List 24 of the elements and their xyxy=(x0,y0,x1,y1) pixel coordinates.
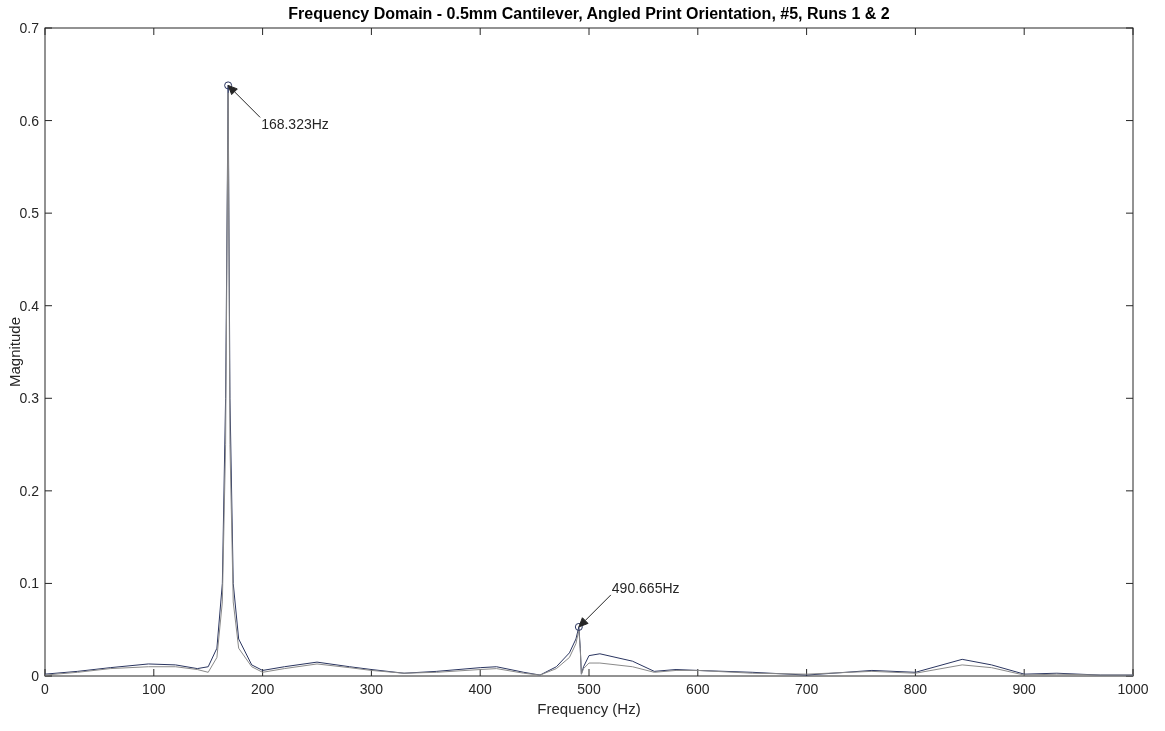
x-tick-label: 400 xyxy=(468,681,493,697)
x-axis-title: Frequency (Hz) xyxy=(537,700,641,717)
y-tick-label: 0.5 xyxy=(19,205,40,222)
x-tick-label: 200 xyxy=(250,681,275,697)
annotation: 490.665Hz xyxy=(611,579,680,596)
annotation: 168.323Hz xyxy=(261,116,329,133)
x-tick-label: 1000 xyxy=(1117,681,1149,697)
y-tick-label: 0.3 xyxy=(19,390,40,407)
x-tick-label: 500 xyxy=(577,681,601,697)
x-tick-label: 900 xyxy=(1012,681,1037,697)
y-tick-label: 0.2 xyxy=(19,482,40,499)
y-tick-label: 0.7 xyxy=(19,20,40,36)
x-tick-label: 0 xyxy=(41,681,50,697)
x-tick-label: 700 xyxy=(794,681,819,697)
y-tick-label: 0 xyxy=(31,668,40,684)
y-tick-label: 0.6 xyxy=(19,112,40,129)
x-tick-label: 600 xyxy=(686,681,710,697)
x-tick-label: 100 xyxy=(142,681,166,697)
chart-title: Frequency Domain - 0.5mm Cantilever, Angled Print Orientation, #5, Runs 1 & 2 xyxy=(288,5,890,22)
y-tick-label: 0.4 xyxy=(19,297,40,314)
y-tick-label: 0.1 xyxy=(19,575,40,592)
y-axis-title: Magnitude xyxy=(6,316,23,388)
x-tick-label: 800 xyxy=(903,681,928,697)
x-tick-label: 300 xyxy=(359,681,384,697)
